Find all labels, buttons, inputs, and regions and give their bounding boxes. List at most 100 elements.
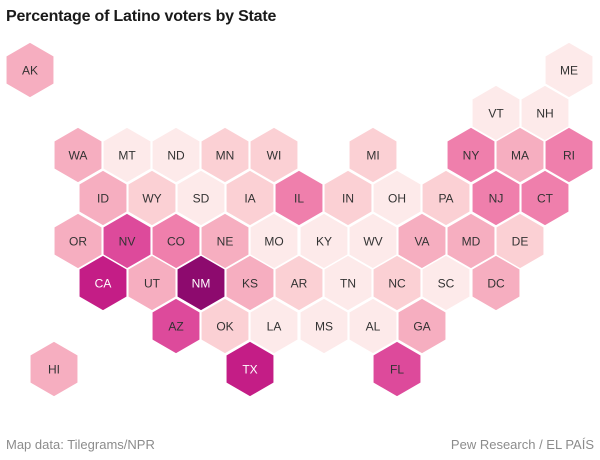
footer-credit: Pew Research / EL PAÍS xyxy=(450,437,594,452)
state-tile-co: CO xyxy=(151,212,201,270)
state-tile-dc: DC xyxy=(471,254,521,312)
state-tile-de: DE xyxy=(495,212,545,270)
state-hex-ga xyxy=(397,297,447,355)
state-tile-mo: MO xyxy=(249,212,299,270)
state-label-id: ID xyxy=(97,192,109,206)
state-label-pa: PA xyxy=(438,192,453,206)
state-label-al: AL xyxy=(366,320,381,334)
state-label-mo: MO xyxy=(264,235,283,249)
state-hex-ak xyxy=(5,41,55,99)
state-label-wi: WI xyxy=(267,149,282,163)
state-label-az: AZ xyxy=(168,320,183,334)
state-label-la: LA xyxy=(267,320,282,334)
state-label-ct: CT xyxy=(537,192,554,206)
state-tile-me: ME xyxy=(544,41,594,99)
state-label-va: VA xyxy=(414,235,429,249)
state-tile-or: OR xyxy=(53,212,103,270)
state-hex-la xyxy=(249,297,299,355)
state-tile-fl: FL xyxy=(372,340,422,398)
state-hex-hi xyxy=(29,340,79,398)
state-tile-ri: RI xyxy=(544,126,594,184)
state-label-ia: IA xyxy=(244,192,255,206)
state-label-tx: TX xyxy=(242,363,257,377)
state-label-nd: ND xyxy=(167,149,185,163)
state-label-co: CO xyxy=(167,235,185,249)
state-tile-nm: NM xyxy=(176,254,226,312)
state-label-nv: NV xyxy=(119,235,136,249)
hex-layer: AK ME VT NH WA MT ND MN WI MI NY MA RI ID WY SD IA IL IN OH… xyxy=(5,41,594,398)
state-label-nh: NH xyxy=(536,107,553,121)
state-tile-wi: WI xyxy=(249,126,299,184)
state-label-wa: WA xyxy=(69,149,88,163)
state-label-wy: WY xyxy=(142,192,161,206)
state-label-ks: KS xyxy=(242,277,258,291)
state-tile-nh: NH xyxy=(520,84,570,142)
state-tile-ak: AK xyxy=(5,41,55,99)
state-label-wv: WV xyxy=(363,235,382,249)
state-tile-la: LA xyxy=(249,297,299,355)
state-label-vt: VT xyxy=(488,107,504,121)
state-tile-oh: OH xyxy=(372,169,422,227)
state-tile-az: AZ xyxy=(151,297,201,355)
state-label-in: IN xyxy=(342,192,354,206)
state-tile-hi: HI xyxy=(29,340,79,398)
state-label-ms: MS xyxy=(315,320,333,334)
state-hex-tx xyxy=(225,340,275,398)
state-tile-pa: PA xyxy=(421,169,471,227)
state-tile-nj: NJ xyxy=(471,169,521,227)
state-tile-ga: GA xyxy=(397,297,447,355)
state-label-md: MD xyxy=(462,235,481,249)
state-tile-wa: WA xyxy=(53,126,103,184)
state-label-nm: NM xyxy=(192,277,211,291)
state-tile-ct: CT xyxy=(520,169,570,227)
state-label-mn: MN xyxy=(216,149,235,163)
state-label-ky: KY xyxy=(316,235,332,249)
state-label-ma: MA xyxy=(511,149,529,163)
state-hex-ri xyxy=(544,126,594,184)
state-tile-ky: KY xyxy=(299,212,349,270)
state-label-ut: UT xyxy=(144,277,161,291)
state-label-fl: FL xyxy=(390,363,404,377)
state-tile-md: MD xyxy=(446,212,496,270)
state-label-mt: MT xyxy=(118,149,136,163)
state-tile-sc: SC xyxy=(421,254,471,312)
state-tile-wy: WY xyxy=(127,169,177,227)
state-label-de: DE xyxy=(512,235,529,249)
state-label-hi: HI xyxy=(48,363,60,377)
state-label-ar: AR xyxy=(291,277,308,291)
state-tile-mi: MI xyxy=(348,126,398,184)
state-tile-ms: MS xyxy=(299,297,349,355)
state-label-mi: MI xyxy=(366,149,379,163)
state-tile-ks: KS xyxy=(225,254,275,312)
state-label-dc: DC xyxy=(487,277,505,291)
state-label-ca: CA xyxy=(95,277,112,291)
state-hex-dc xyxy=(471,254,521,312)
state-tile-ut: UT xyxy=(127,254,177,312)
state-hex-pa xyxy=(421,169,471,227)
state-hex-wi xyxy=(249,126,299,184)
state-tile-mt: MT xyxy=(102,126,152,184)
state-hex-fl xyxy=(372,340,422,398)
state-label-ne: NE xyxy=(217,235,234,249)
state-hex-ct xyxy=(520,169,570,227)
state-label-nj: NJ xyxy=(489,192,504,206)
state-label-ri: RI xyxy=(563,149,575,163)
state-label-ny: NY xyxy=(463,149,480,163)
state-label-ok: OK xyxy=(216,320,233,334)
state-tile-vt: VT xyxy=(471,84,521,142)
state-tile-tx: TX xyxy=(225,340,275,398)
state-label-nc: NC xyxy=(388,277,406,291)
footer-source: Map data: Tilegrams/NPR xyxy=(6,437,155,452)
state-label-or: OR xyxy=(69,235,87,249)
state-hex-mi xyxy=(348,126,398,184)
state-label-il: IL xyxy=(294,192,304,206)
state-label-oh: OH xyxy=(388,192,406,206)
state-label-ak: AK xyxy=(22,64,38,78)
state-label-me: ME xyxy=(560,64,578,78)
state-label-sd: SD xyxy=(193,192,210,206)
state-label-ga: GA xyxy=(413,320,430,334)
state-hex-sc xyxy=(421,254,471,312)
state-tile-nd: ND xyxy=(151,126,201,184)
chart-title: Percentage of Latino voters by State xyxy=(6,8,277,25)
